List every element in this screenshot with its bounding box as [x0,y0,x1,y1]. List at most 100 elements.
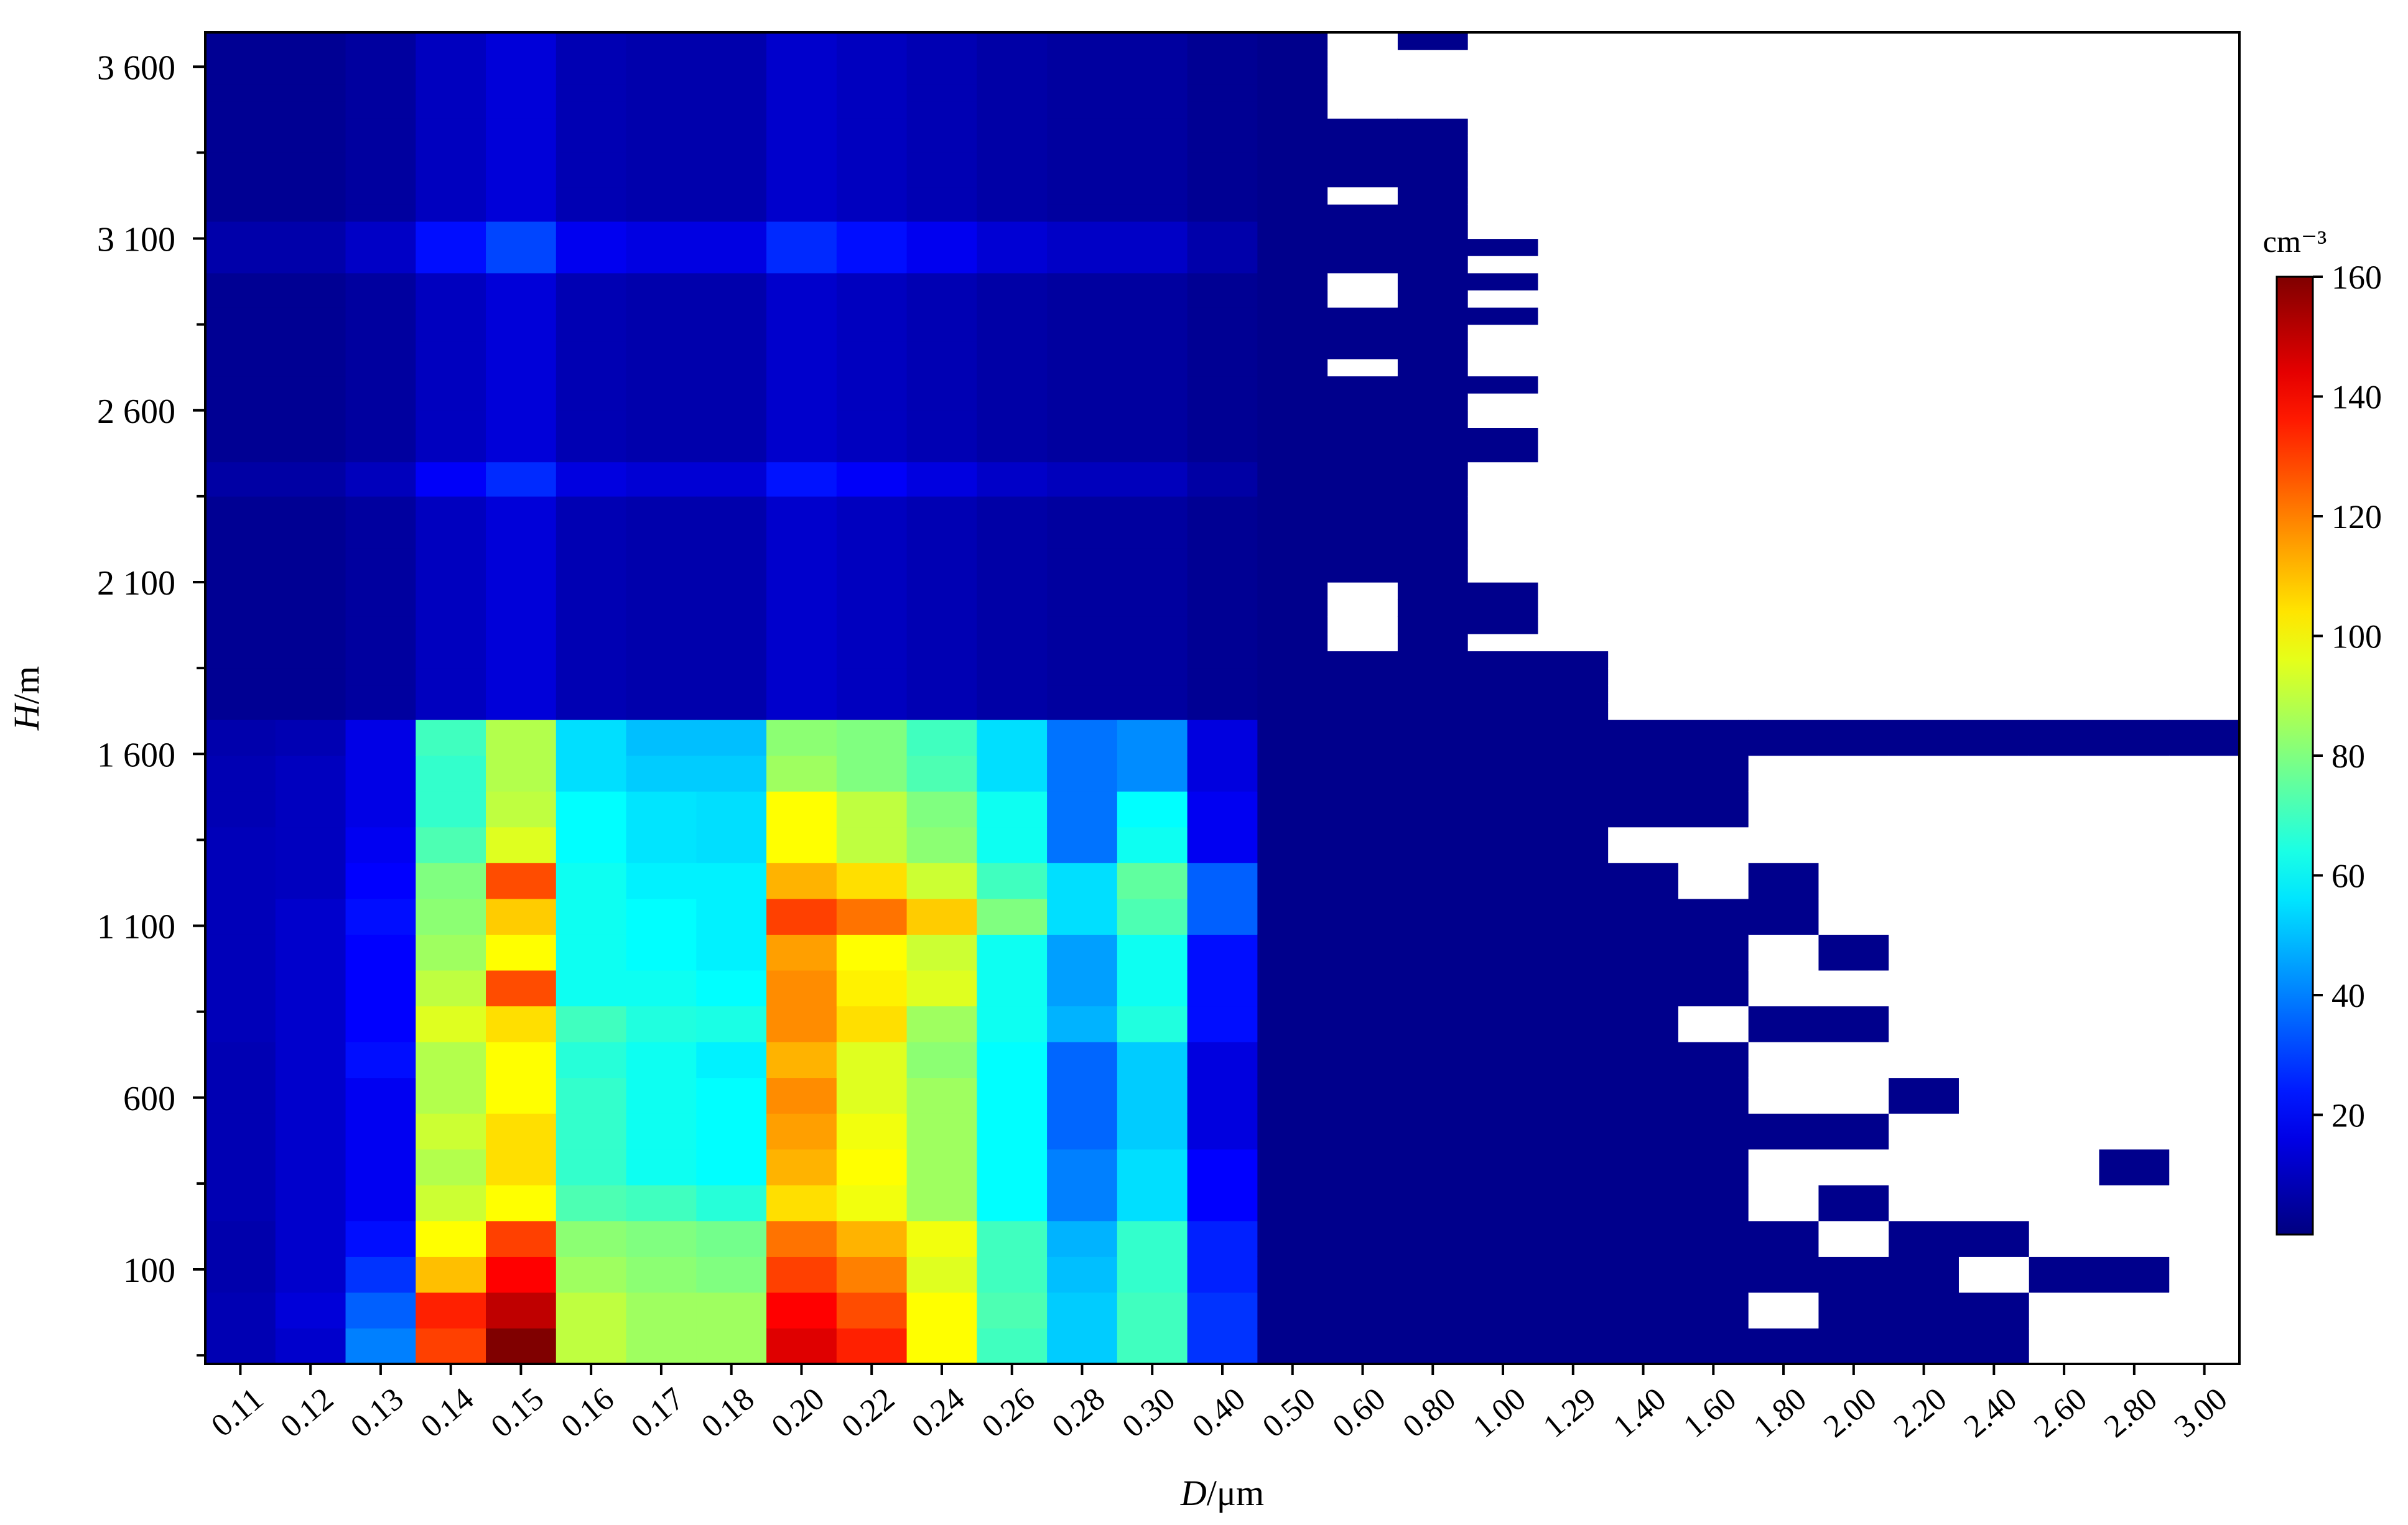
heatmap-cell [626,307,697,325]
heatmap-cell [205,1256,276,1293]
heatmap-cell [1608,307,1679,325]
heatmap-cell [2169,272,2240,290]
heatmap-cell [416,702,486,720]
heatmap-cell [1678,83,1749,102]
heatmap-cell [1187,445,1258,463]
heatmap-cell [1257,1328,1328,1365]
heatmap-cell [556,827,627,863]
heatmap-cell [205,290,276,308]
heatmap-cell [486,720,557,756]
heatmap-cell [345,755,416,792]
heatmap-cell [1187,599,1258,617]
heatmap-cell [1958,238,2030,256]
heatmap-cell [486,49,557,67]
heatmap-cell [1678,1328,1749,1365]
heatmap-cell [626,1042,697,1078]
heatmap-cell [205,1077,276,1114]
heatmap-cell [1117,479,1188,497]
heatmap-cell [836,410,908,428]
heatmap-cell [836,341,908,359]
heatmap-cell [1257,204,1328,222]
heatmap-cell [345,307,416,325]
heatmap-cell [1047,1220,1118,1257]
heatmap-cell [626,221,697,239]
heatmap-cell [1047,427,1118,445]
heatmap-cell [1818,898,1889,935]
heatmap-cell [766,221,837,239]
colorbar-tick-label: 20 [2331,1097,2365,1134]
heatmap-cell [1047,290,1118,308]
heatmap-cell [1958,49,2030,67]
heatmap-cell [2169,565,2240,583]
x-tick-label: 2.00 [1817,1381,1883,1445]
colorbar-tick-label: 120 [2331,498,2382,535]
heatmap-cell [836,1328,908,1365]
heatmap-cell [906,427,977,445]
heatmap-cell [626,341,697,359]
heatmap-cell [1818,651,1889,669]
heatmap-cell [1958,204,2030,222]
heatmap-cell [1889,720,1959,756]
heatmap-cell [1678,898,1749,935]
heatmap-cell [416,1256,486,1293]
heatmap-cell [2029,668,2100,686]
heatmap-cell [1608,582,1679,600]
heatmap-cell [1958,187,2030,205]
heatmap-cell [486,1077,557,1114]
heatmap-cell [275,135,346,153]
heatmap-cell [2029,1220,2100,1257]
heatmap-cell [2029,616,2100,634]
heatmap-cell [1889,49,1959,67]
heatmap-cell [977,1006,1048,1042]
heatmap-cell [416,324,486,342]
heatmap-cell [1257,324,1328,342]
heatmap-cell [1117,668,1188,686]
heatmap-cell [1538,1077,1609,1114]
heatmap-cell [977,238,1048,256]
heatmap-cell [1047,341,1118,359]
heatmap-cell [626,272,697,290]
heatmap-cell [1958,616,2030,634]
heatmap-cell [1889,32,1959,50]
heatmap-cell [275,358,346,377]
heatmap-cell [1467,67,1539,85]
heatmap-cell [1327,256,1398,274]
heatmap-cell [275,118,346,136]
heatmap-cell [1327,582,1398,600]
heatmap-cell [275,445,346,463]
heatmap-cell [1327,101,1398,119]
heatmap-cell [1467,755,1539,792]
heatmap-cell [1889,755,1959,792]
heatmap-cell [1538,633,1609,652]
heatmap-cell [696,101,767,119]
heatmap-cell [1257,1006,1328,1042]
heatmap-cell [416,755,486,792]
heatmap-cell [1678,427,1749,445]
heatmap-cell [1889,1185,1959,1221]
heatmap-cell [1397,702,1469,720]
heatmap-cell [1257,238,1328,256]
heatmap-cell [1467,1328,1539,1365]
heatmap-cell [1047,633,1118,652]
heatmap-cell [1889,393,1959,411]
colorbar-tick-label: 100 [2331,618,2382,656]
heatmap-cell [1678,1292,1749,1329]
heatmap-cell [486,221,557,239]
heatmap-cell [836,221,908,239]
heatmap-cell [205,1042,276,1078]
heatmap-cell [345,1220,416,1257]
heatmap-cell [836,827,908,863]
heatmap-cell [696,410,767,428]
heatmap-cell [836,1256,908,1293]
heatmap-cell [416,1292,486,1329]
heatmap-cell [906,32,977,50]
heatmap-cell [1117,221,1188,239]
heatmap-cell [345,221,416,239]
heatmap-cell [1608,393,1679,411]
heatmap-cell [1187,170,1258,188]
heatmap-cell [696,187,767,205]
heatmap-cell [416,376,486,394]
heatmap-cell [1467,221,1539,239]
heatmap-cell [416,135,486,153]
heatmap-cell [2169,791,2240,828]
